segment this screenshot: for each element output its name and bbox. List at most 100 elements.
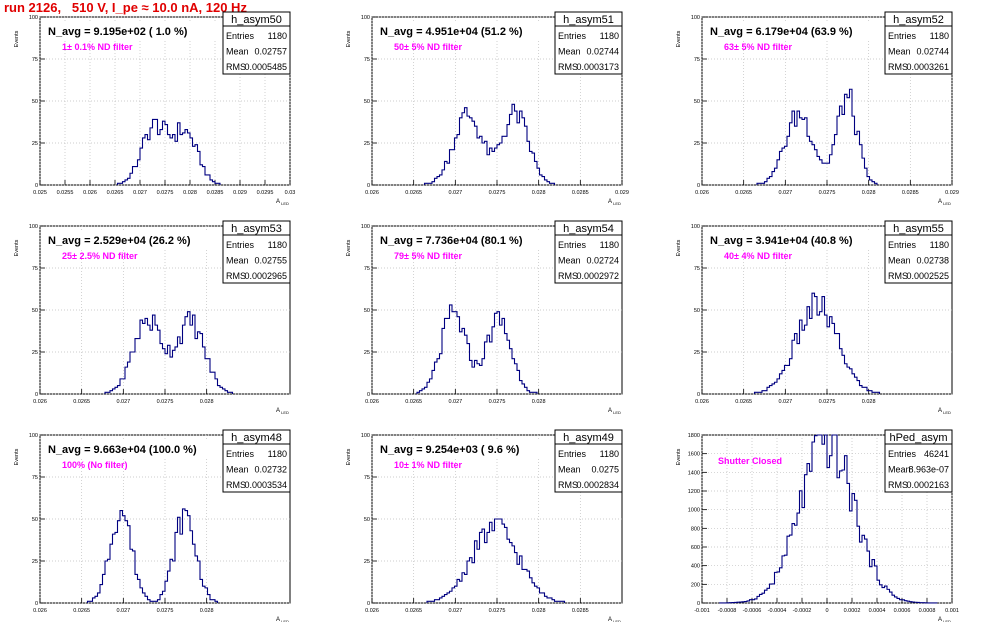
filter-annotation: 25± 2.5% ND filter [62,251,138,261]
stats-value: 0.0002972 [576,271,619,281]
y-axis-title: Events [346,239,352,256]
stats-value: 1180 [268,240,287,250]
x-tick-label: 0.0002 [844,608,861,614]
stats-value: 0.02724 [586,256,619,266]
y-tick-label: 75 [694,57,700,63]
stats-box: h_asym55 Entries 1180 Mean 0.02738 RMS0.00025… [884,220,953,284]
x-axis-title: A LED [938,617,951,622]
y-tick-label: 400 [691,564,700,570]
headline-box: N_avg = 2.529e+04 (26.2 %) [41,232,221,248]
x-tick-label: -0.0008 [718,608,737,614]
y-tick-label: 75 [364,475,370,481]
x-tick-label: -0.0002 [793,608,812,614]
x-tick-label: -0.0006 [743,608,762,614]
headline-text: N_avg = 3.941e+04 (40.8 %) [710,235,853,247]
stats-label: Mean [888,256,911,266]
headline-text: N_avg = 9.254e+03 ( 9.6 %) [380,444,520,456]
x-tick-label: 0.0285 [207,190,224,196]
histogram-panel-h_asym53: 0.026 0.0265 0.027 0.0275 0.028 0 25 50 75 100 Eve… [14,220,291,415]
x-tick-label: 0.0265 [405,608,422,614]
y-tick-label: 50 [32,99,38,105]
stats-label: Entries [888,449,917,459]
x-axis-title: A LED [276,617,289,622]
stats-box: h_asym54 Entries 1180 Mean 0.02724 RMS0.00029… [554,220,623,284]
y-tick-label: 0 [35,601,38,607]
stats-value: 1180 [600,449,619,459]
histogram-name: h_asym53 [231,223,282,235]
stats-value: 1180 [930,240,949,250]
stats-label: Mean [226,465,249,475]
x-tick-label: 0.028 [183,190,197,196]
stats-label: Entries [558,449,587,459]
y-tick-label: 100 [691,15,700,21]
y-tick-label: 25 [364,559,370,565]
stats-label: Entries [226,449,255,459]
y-tick-label: 100 [361,224,370,230]
histogram-bars [416,304,538,394]
x-axis-title: A LED [938,408,951,415]
stats-label: Mean [558,465,581,475]
stats-value: 0.0002163 [906,480,949,490]
y-tick-label: 100 [29,433,38,439]
y-axis-title: Events [346,30,352,47]
stats-label: Entries [226,31,255,41]
stats-label: RMS [558,480,578,490]
histogram-name: hPed_asym [889,432,947,444]
x-tick-label: 0.026 [365,399,379,405]
stats-value: 0.02738 [916,256,949,266]
stats-value: 1180 [268,449,287,459]
y-tick-label: 0 [367,183,370,189]
headline-box: N_avg = 9.663e+04 (100.0 %) [41,441,221,457]
y-axis-title: Events [676,239,682,256]
x-tick-label: 0.0265 [405,399,422,405]
x-tick-label: 0.028 [532,190,546,196]
headline-box: N_avg = 4.951e+04 (51.2 %) [373,23,553,39]
stats-value: 0.0003173 [576,62,619,72]
stats-value: 0.02757 [254,47,287,57]
y-tick-label: 25 [364,350,370,356]
stats-label: Entries [558,31,587,41]
y-tick-label: 0 [35,392,38,398]
histogram-panel-h_asym55: 0.026 0.0265 0.027 0.0275 0.028 0 25 50 75 100 Eve… [676,220,953,415]
y-tick-label: 50 [32,517,38,523]
y-tick-label: 800 [691,526,700,532]
stats-label: Mean [226,47,249,57]
x-tick-label: 0.028 [200,608,214,614]
x-tick-label: 0.026 [695,399,709,405]
x-tick-label: 0.0275 [489,399,506,405]
stats-box: h_asym51 Entries 1180 Mean 0.02744 RMS0.00031… [554,11,623,75]
x-tick-label: 0.025 [33,190,47,196]
headline-text: N_avg = 9.195e+02 ( 1.0 %) [48,26,188,38]
x-tick-label: 0.03 [285,190,296,196]
headline-box: N_avg = 6.179e+04 (63.9 %) [703,23,883,39]
x-tick-label: 0.029 [615,190,629,196]
stats-label: RMS [226,62,246,72]
stats-label: Mean [558,256,581,266]
y-tick-label: 200 [691,582,700,588]
x-tick-label: 0.0265 [405,190,422,196]
headline-text: N_avg = 4.951e+04 (51.2 %) [380,26,523,38]
x-tick-label: 0.029 [233,190,247,196]
stats-label: Mean [888,47,911,57]
stats-label: RMS [226,271,246,281]
stats-box: h_asym48 Entries 1180 Mean 0.02732 RMS0.00035… [222,429,291,493]
x-tick-label: 0.0285 [572,190,589,196]
filter-annotation: 63± 5% ND filter [724,42,792,52]
y-tick-label: 25 [694,141,700,147]
y-tick-label: 0 [35,183,38,189]
stats-label: RMS [888,480,908,490]
x-tick-label: 0.028 [532,399,546,405]
y-tick-label: 0 [367,392,370,398]
y-axis-title: Events [676,448,682,465]
y-tick-label: 25 [32,559,38,565]
x-tick-label: 0.028 [200,399,214,405]
y-tick-label: 50 [364,308,370,314]
y-tick-label: 75 [32,266,38,272]
histogram-bars [423,103,556,185]
y-tick-label: 100 [361,433,370,439]
y-tick-label: 0 [697,183,700,189]
stats-box: h_asym50 Entries 1180 Mean 0.02757 RMS0.00054… [222,11,291,75]
x-tick-label: 0.0265 [735,190,752,196]
y-axis-title: Events [346,448,352,465]
stats-label: RMS [558,62,578,72]
